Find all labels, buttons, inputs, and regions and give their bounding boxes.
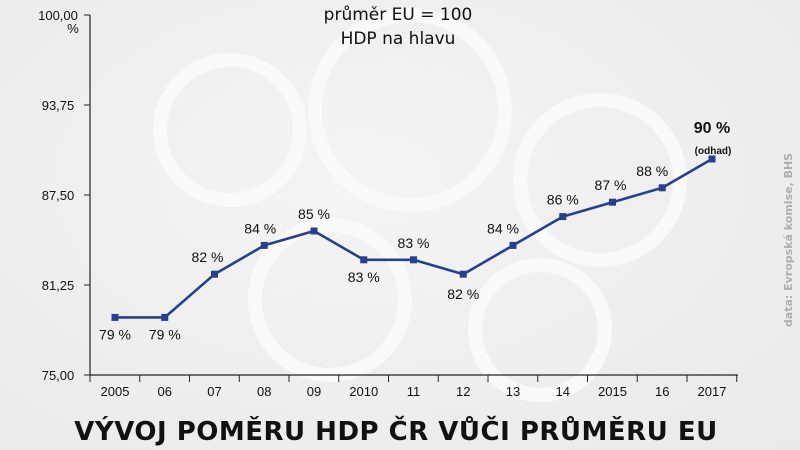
data-label: 82 % [192, 249, 224, 265]
subtitle-line-2: HDP na hlavu [341, 29, 456, 49]
data-labels: 79 % 79 % 82 % 84 % 85 % 83 % 83 % 82 % 84 % 86 %… [99, 120, 730, 342]
data-point [708, 155, 716, 163]
data-point [260, 241, 268, 249]
y-tick-label: 87,50 [42, 188, 75, 203]
y-axis-unit: % [67, 21, 79, 36]
x-tick-label: 11 [407, 384, 421, 399]
data-point [111, 313, 119, 321]
data-label: 82 % [447, 286, 479, 302]
x-ticks: 2005 06 07 08 09 2010 11 12 13 14 2015 16 2017 [89, 375, 738, 399]
data-label: 83 % [348, 269, 380, 285]
x-tick-label: 06 [158, 384, 172, 399]
data-label: 87 % [595, 177, 627, 193]
x-tick-label: 2005 [101, 384, 130, 399]
x-tick-label: 2017 [698, 384, 727, 399]
y-ticks: 75,00 81,25 87,50 93,75 100,00 [38, 8, 90, 383]
data-point [310, 227, 318, 235]
y-tick-label: 93,75 [42, 98, 75, 113]
x-tick-label: 13 [506, 384, 520, 399]
y-tick-label: 75,00 [42, 368, 75, 383]
data-point [609, 198, 616, 206]
data-label: 85 % [298, 206, 330, 222]
data-point [459, 270, 467, 278]
x-tick-label: 08 [257, 384, 271, 399]
subtitle-line-1: průměr EU = 100 [324, 5, 473, 25]
data-point [410, 256, 417, 264]
data-point [509, 241, 517, 249]
y-tick-label: 100,00 [38, 8, 78, 23]
chart-subtitle: průměr EU = 100 HDP na hlavu [324, 5, 473, 49]
data-label: 84 % [487, 220, 519, 236]
x-tick-label: 2010 [349, 384, 378, 399]
y-tick-label: 81,25 [42, 278, 75, 293]
x-tick-label: 14 [556, 384, 570, 399]
x-tick-label: 07 [207, 384, 221, 399]
x-tick-label: 12 [456, 384, 470, 399]
data-label: 88 % [636, 163, 668, 179]
data-label: 79 % [99, 326, 131, 342]
x-tick-label: 16 [655, 384, 669, 399]
data-label: 86 % [547, 192, 579, 208]
source-note: data: Evropská komise, BHS [782, 153, 795, 327]
data-label: 84 % [244, 220, 276, 236]
data-point [658, 184, 666, 192]
data-point [559, 213, 567, 221]
data-point [211, 270, 218, 278]
x-tick-label: 2015 [598, 384, 627, 399]
data-point [360, 256, 368, 264]
data-label: 83 % [398, 235, 430, 251]
data-label-highlight: 90 % [694, 120, 730, 137]
x-tick-label: 09 [307, 384, 321, 399]
data-series [111, 155, 716, 321]
chart-title: VÝVOJ POMĚRU HDP ČR VŮČI PRŮMĚRU EU [74, 414, 717, 447]
data-label: 79 % [149, 326, 181, 342]
estimate-annotation: (odhad) [695, 146, 732, 157]
data-point [161, 313, 169, 321]
